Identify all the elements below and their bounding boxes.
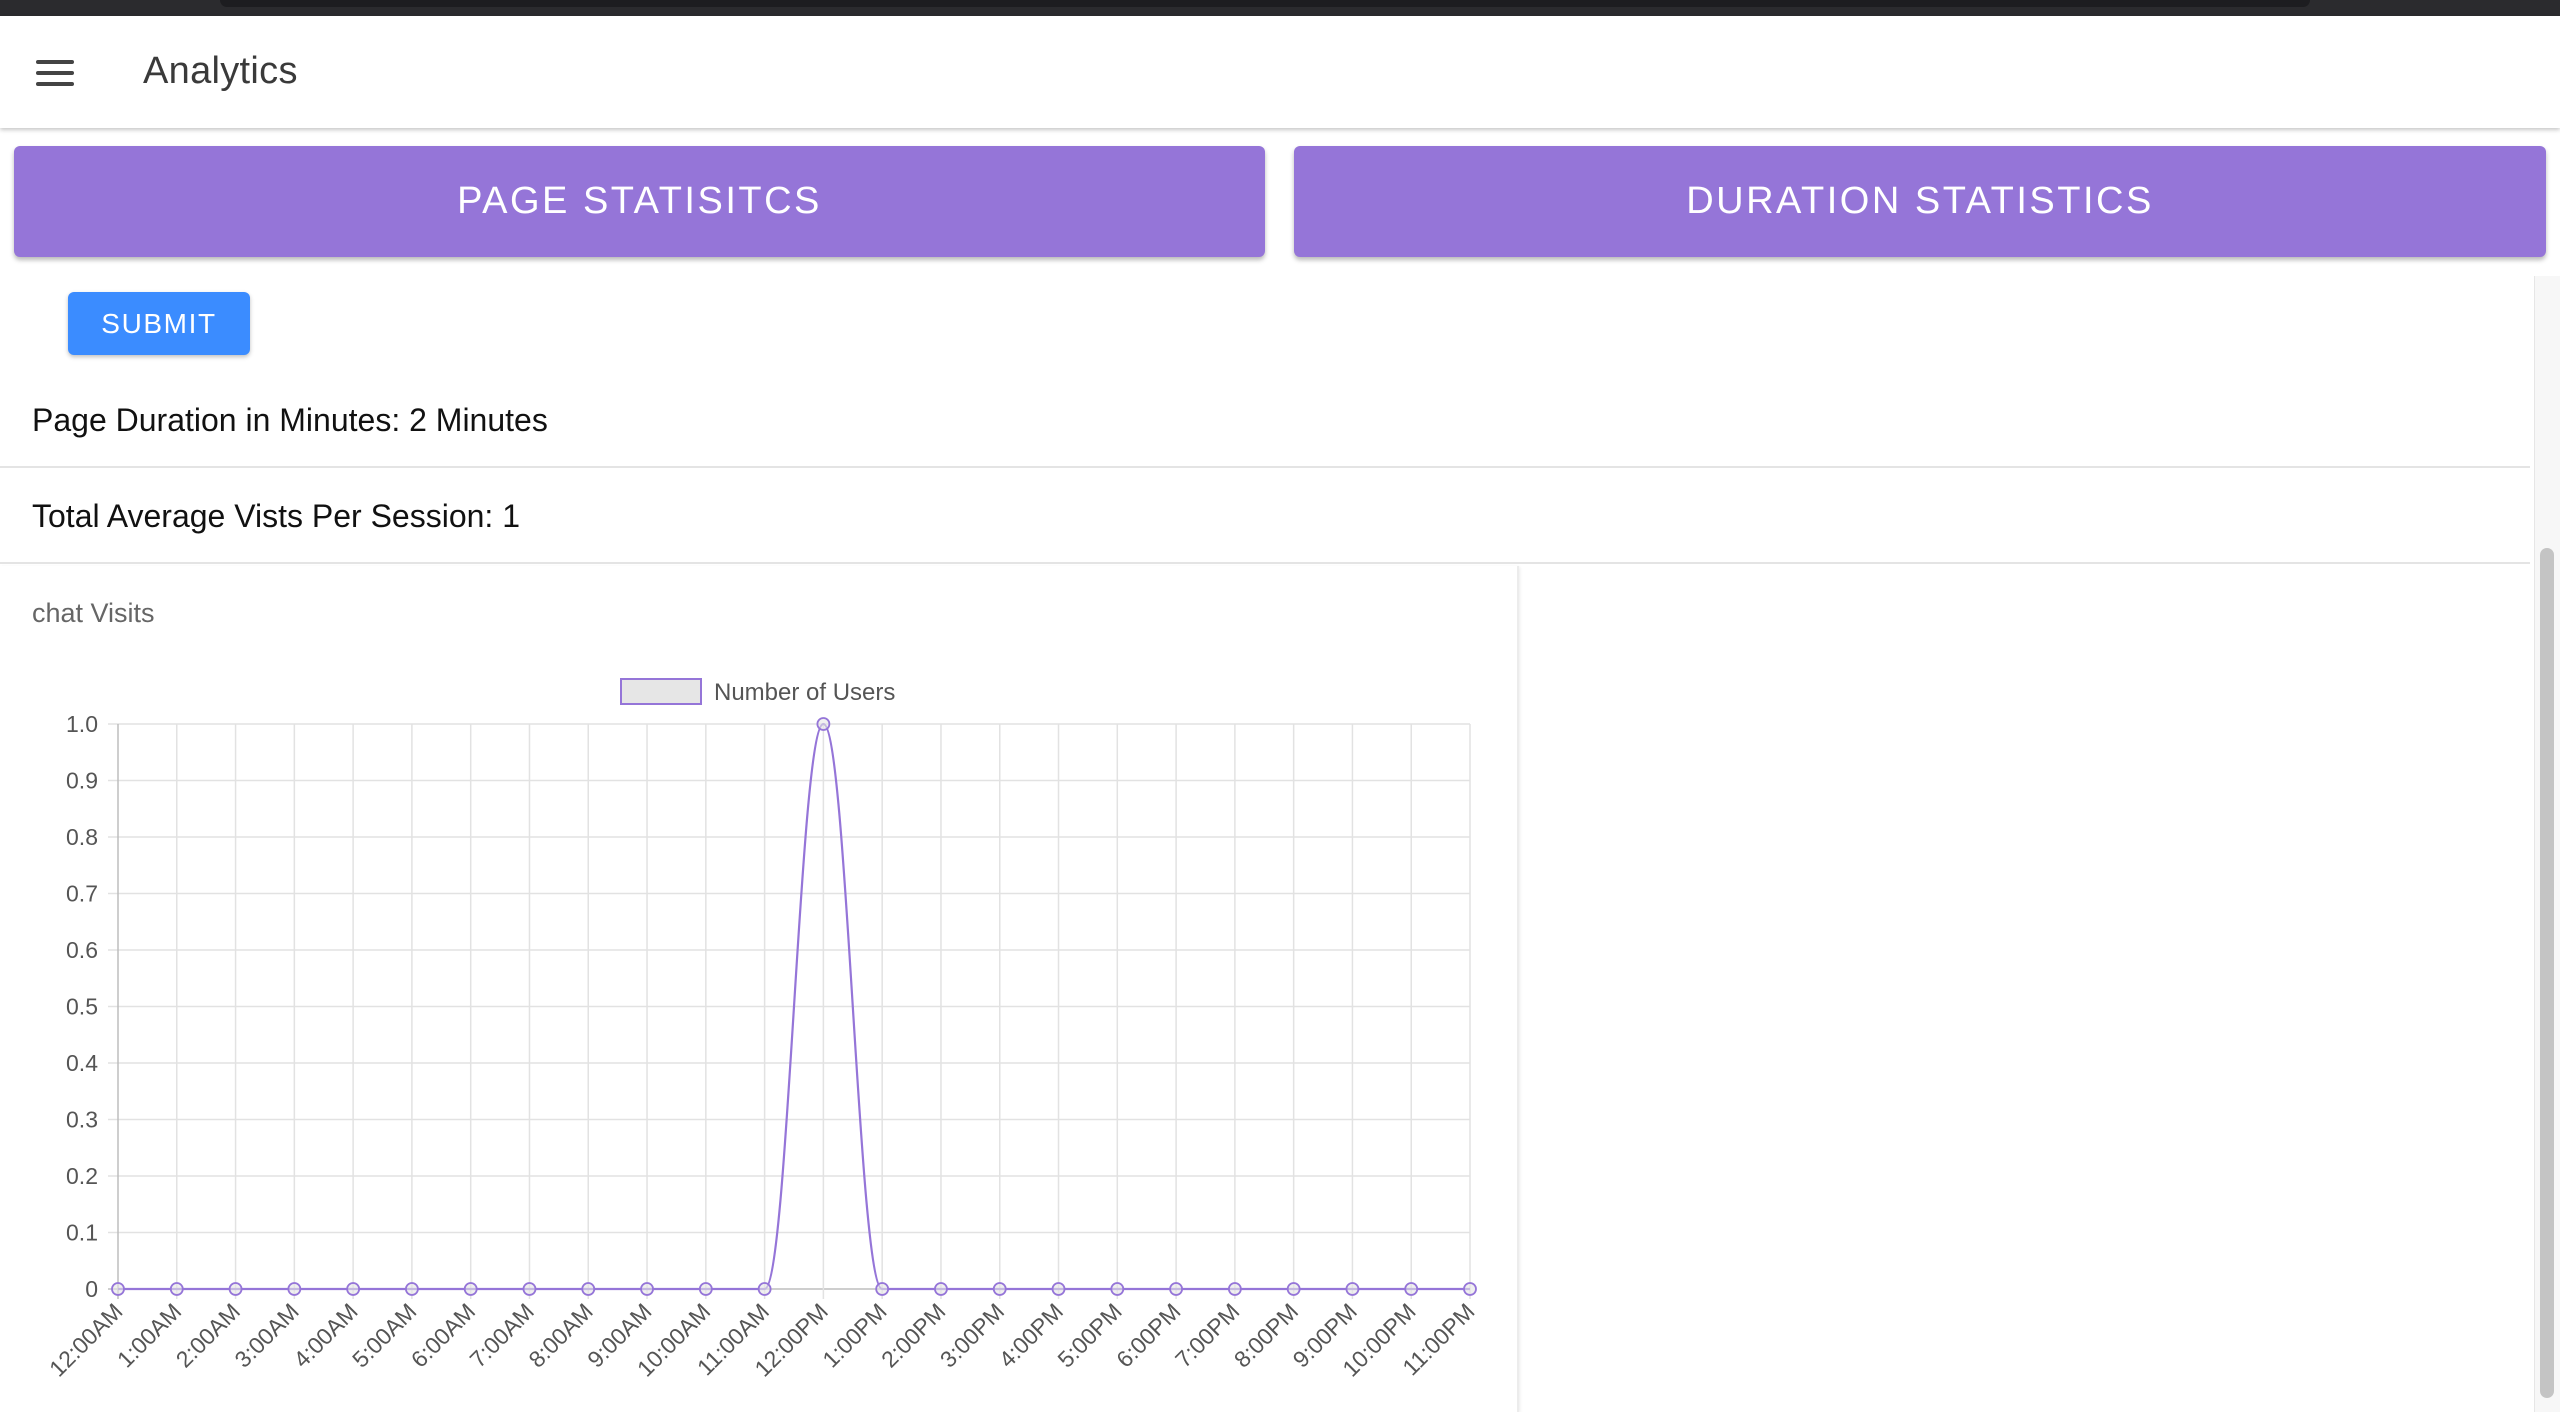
y-tick-label: 0.2: [66, 1163, 98, 1189]
x-tick-label: 1:00PM: [817, 1298, 891, 1372]
data-point: [287, 1282, 302, 1296]
page-statistics-button[interactable]: PAGE STATISITCS: [14, 146, 1265, 257]
x-tick-label: 6:00AM: [406, 1298, 480, 1372]
x-tick-label: 4:00PM: [994, 1298, 1068, 1372]
data-point: [1051, 1282, 1066, 1296]
browser-top-strip-inner: [220, 0, 2310, 7]
duration-statistics-button[interactable]: DURATION STATISTICS: [1294, 146, 2546, 257]
y-tick-label: 0.4: [66, 1050, 98, 1076]
submit-button[interactable]: SUBMIT: [68, 292, 250, 355]
hamburger-menu-icon[interactable]: [30, 56, 82, 94]
x-tick-label: 1:00AM: [112, 1298, 186, 1372]
x-tick-label: 12:00AM: [44, 1298, 127, 1381]
legend-swatch: [620, 678, 702, 705]
chart-card: 0 0.1 0.2 0.3 0.4 0.5 0.6 0.7 0.8 0.9 1.0 12:00AM 1:…: [0, 566, 1519, 1412]
data-point: [640, 1282, 654, 1296]
data-point: [1286, 1282, 1301, 1296]
app-bar: Analytics: [0, 16, 2560, 128]
page-duration-text: Page Duration in Minutes: 2 Minutes: [32, 402, 548, 438]
vertical-scrollbar[interactable]: [2534, 276, 2560, 1412]
x-tick-label: 2:00PM: [876, 1298, 950, 1372]
data-point: [346, 1282, 361, 1296]
data-point: [581, 1282, 596, 1296]
x-tick-label: 7:00PM: [1170, 1298, 1244, 1372]
average-visits-text: Total Average Vists Per Session: 1: [32, 498, 520, 534]
data-point: [698, 1282, 713, 1296]
data-point: [992, 1282, 1007, 1296]
data-point: [228, 1282, 243, 1296]
data-point: [1169, 1282, 1183, 1296]
y-tick-label: 0.3: [66, 1107, 98, 1133]
x-tick-label: 4:00AM: [288, 1298, 362, 1372]
data-point: [757, 1282, 772, 1296]
data-point: [1110, 1282, 1125, 1296]
data-point: [934, 1282, 948, 1296]
x-tick-label: 2:00AM: [171, 1298, 245, 1372]
x-tick-label: 5:00AM: [347, 1298, 421, 1372]
data-point: [1227, 1282, 1242, 1296]
data-point: [463, 1282, 478, 1296]
x-tick-label: 7:00AM: [465, 1298, 539, 1372]
y-tick-label: 0.9: [66, 768, 98, 794]
y-tick-label: 0.5: [66, 994, 98, 1020]
data-point: [816, 717, 831, 731]
divider: [0, 466, 2530, 468]
page-title: Analytics: [143, 50, 298, 92]
data-point: [405, 1282, 419, 1296]
y-tick-label: 0.6: [66, 937, 98, 963]
data-point: [1463, 1282, 1477, 1296]
data-point: [1404, 1282, 1419, 1296]
y-tick-label: 0.8: [66, 824, 98, 850]
x-tick-label: 3:00PM: [935, 1298, 1009, 1372]
y-tick-label: 1.0: [66, 711, 98, 737]
y-tick-label: 0.1: [66, 1220, 98, 1246]
x-tick-label: 6:00PM: [1111, 1298, 1185, 1372]
scrollbar-thumb[interactable]: [2540, 548, 2554, 1398]
y-tick-label: 0.7: [66, 881, 98, 907]
x-tick-label: 8:00AM: [523, 1298, 597, 1372]
data-point: [875, 1282, 890, 1296]
data-point: [111, 1282, 125, 1296]
x-tick-label: 5:00PM: [1052, 1298, 1126, 1372]
browser-top-strip: [0, 0, 2560, 16]
chat-visits-chart: 00.10.20.30.40.50.60.70.80.91.012:00AM1:…: [44, 678, 1480, 1382]
data-point: [169, 1282, 184, 1296]
data-point: [522, 1282, 537, 1296]
data-point: [1345, 1282, 1360, 1296]
divider: [0, 562, 2530, 564]
chart-title: chat Visits: [32, 598, 155, 628]
series-line-number-of-users: [118, 722, 1470, 1291]
x-tick-label: 8:00PM: [1229, 1298, 1303, 1372]
y-tick-label: 0: [85, 1276, 98, 1302]
legend-label: Number of Users: [714, 679, 895, 706]
x-tick-label: 3:00AM: [229, 1298, 303, 1372]
